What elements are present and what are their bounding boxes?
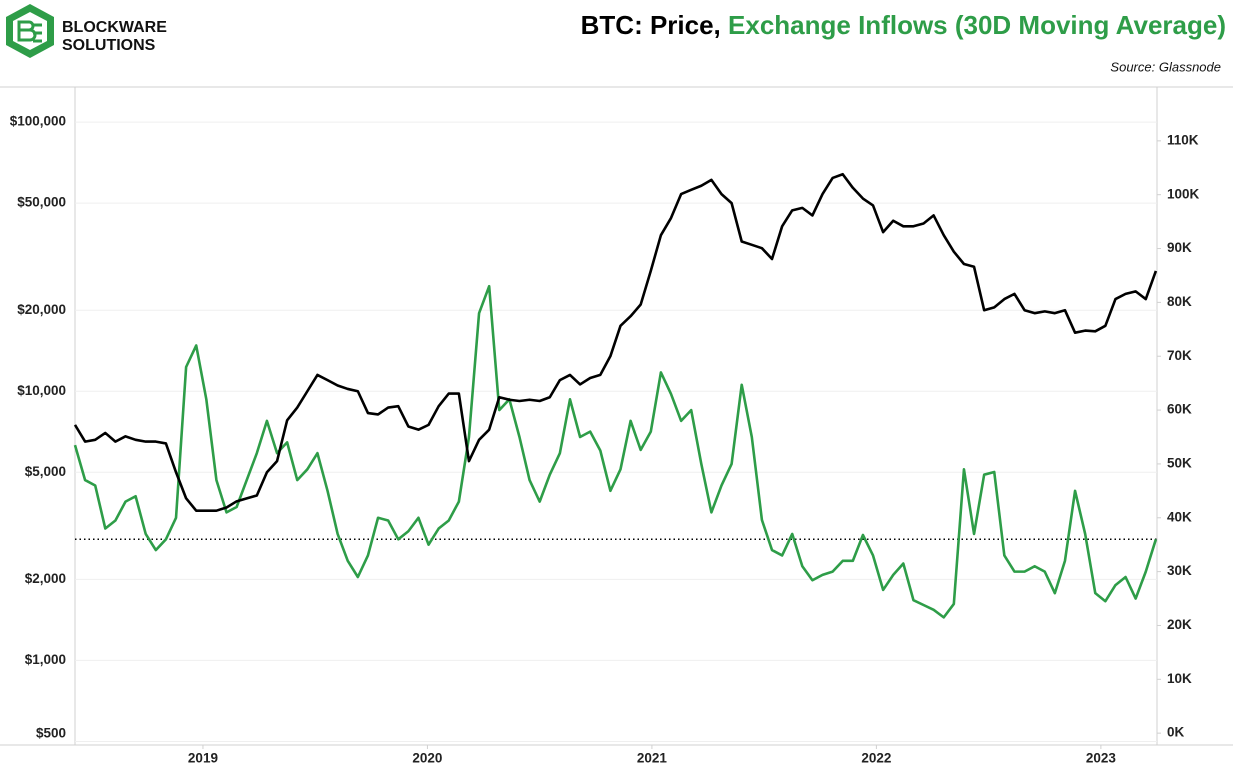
title-part: BTC: Price, (581, 10, 721, 40)
y-tick-label: $1,000 (25, 652, 66, 667)
y2-tick-label: 20K (1167, 617, 1192, 632)
y2-tick-label: 110K (1167, 132, 1199, 147)
y2-tick-label: 0K (1167, 725, 1185, 740)
x-tick-label: 2020 (412, 751, 442, 766)
x-tick-label: 2019 (188, 751, 218, 766)
grid (75, 121, 1157, 742)
series-line (73, 172, 1158, 512)
chart-title: BTC: Price, Exchange Inflows (30D Moving… (581, 10, 1226, 40)
y2-tick-label: 70K (1167, 348, 1192, 363)
y2-tick-label: 80K (1167, 294, 1192, 309)
series-line (73, 284, 1158, 619)
y2-tick-label: 60K (1167, 402, 1192, 417)
y-tick-label: $500 (36, 726, 66, 741)
y-tick-label: $50,000 (17, 195, 66, 210)
x-tick-label: 2022 (861, 751, 891, 766)
y-tick-label: $20,000 (17, 302, 66, 317)
y-tick-label: $100,000 (10, 114, 66, 129)
y2-tick-label: 40K (1167, 509, 1192, 524)
y-tick-label: $10,000 (17, 383, 66, 398)
y-tick-label: $5,000 (25, 464, 66, 479)
y2-tick-label: 100K (1167, 186, 1200, 201)
y2-tick-label: 10K (1167, 671, 1192, 686)
x-tick-label: 2021 (637, 751, 668, 766)
y2-tick-label: 50K (1167, 455, 1192, 470)
logo-mark (17, 20, 42, 43)
brand: SOLUTIONS (62, 37, 156, 54)
x-tick-label: 2023 (1086, 751, 1117, 766)
y2-tick-label: 30K (1167, 563, 1192, 578)
source: Source: Glassnode (1110, 59, 1221, 74)
y2-tick-label: 90K (1167, 240, 1192, 255)
y-tick-label: $2,000 (25, 571, 66, 586)
logo (6, 4, 54, 58)
brand: BLOCKWARE (62, 19, 167, 36)
title-part: Exchange Inflows (30D Moving Average) (728, 10, 1226, 40)
